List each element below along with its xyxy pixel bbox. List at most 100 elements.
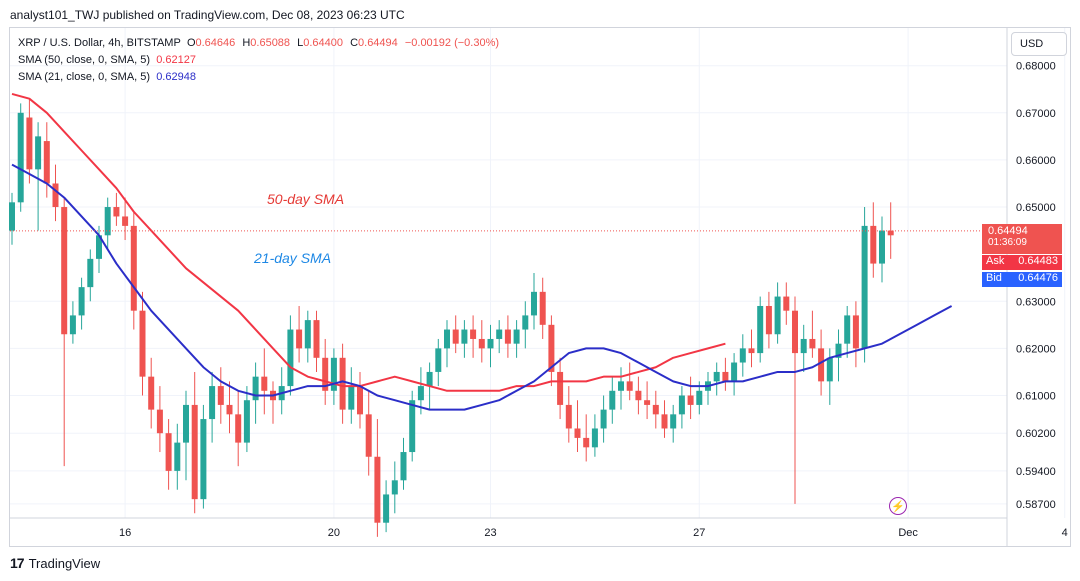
- candle-body: [200, 419, 207, 500]
- y-tick-label: 0.58700: [1016, 499, 1056, 511]
- y-tick-label: 0.67000: [1016, 108, 1056, 120]
- candle-body: [191, 404, 198, 500]
- candle-body: [87, 258, 94, 288]
- candle-body: [548, 324, 555, 372]
- chart-frame: [9, 27, 1071, 547]
- tradingview-mark-icon: 17: [10, 555, 25, 571]
- candle-body: [687, 395, 694, 405]
- sma50-annotation: 50-day SMA: [267, 191, 345, 207]
- sma21-annotation: 21-day SMA: [254, 250, 332, 266]
- candle-body: [522, 315, 529, 330]
- candle-body: [635, 390, 642, 401]
- sma50-legend-row[interactable]: SMA (50, close, 0, SMA, 5) 0.62127: [18, 52, 499, 69]
- symbol-label[interactable]: XRP / U.S. Dollar, 4h, BITSTAMP: [18, 37, 181, 49]
- candle-body: [209, 386, 216, 420]
- sma21-label: SMA (21, close, 0, SMA, 5): [18, 71, 151, 83]
- candle-body: [9, 202, 15, 231]
- candle-body: [504, 329, 511, 344]
- candle-body: [757, 305, 764, 354]
- candle-body: [887, 230, 894, 236]
- candle-body: [287, 329, 294, 387]
- x-tick-label: 20: [328, 527, 340, 539]
- sma50-label: SMA (50, close, 0, SMA, 5): [18, 54, 151, 66]
- candle-body: [383, 494, 390, 523]
- candle-body: [461, 329, 468, 344]
- candle-body: [409, 400, 416, 453]
- candle-body: [365, 414, 372, 457]
- countdown-value: 01:36:09: [988, 237, 1027, 248]
- candle-body: [26, 117, 33, 170]
- bid-tag: Bid 0.64476: [982, 272, 1062, 287]
- close-label: C: [350, 37, 359, 49]
- bid-label: Bid: [986, 272, 1002, 284]
- candle-body: [444, 329, 450, 349]
- candle-body: [78, 287, 85, 316]
- candle-body: [774, 296, 781, 335]
- candle-body: [139, 310, 146, 377]
- lightning-icon[interactable]: ⚡: [889, 497, 907, 515]
- low-value: 0.64400: [303, 37, 343, 49]
- x-tick-label: 16: [119, 527, 131, 539]
- candle-body: [618, 381, 624, 391]
- candle-body: [557, 371, 564, 405]
- candle-body: [156, 409, 163, 434]
- candle-body: [478, 338, 485, 349]
- brand-name: TradingView: [28, 555, 101, 571]
- candle-body: [43, 141, 50, 184]
- open-value: 0.64646: [195, 37, 236, 49]
- candle-body: [104, 207, 111, 236]
- candle-body: [670, 414, 677, 429]
- y-tick-label: 0.62000: [1016, 343, 1056, 355]
- sma21-value: 0.62948: [156, 71, 196, 83]
- candle-body: [35, 136, 42, 170]
- candle-body: [800, 338, 807, 354]
- sma50-value: 0.62127: [156, 54, 196, 66]
- y-tick-label: 0.61000: [1016, 391, 1056, 403]
- sma21-legend-row[interactable]: SMA (21, close, 0, SMA, 5) 0.62948: [18, 69, 499, 86]
- y-tick-label: 0.65000: [1016, 202, 1056, 214]
- candle-body: [565, 404, 572, 429]
- candle-body: [374, 456, 381, 523]
- candle-body: [852, 315, 859, 349]
- candle-body: [435, 348, 442, 372]
- close-value: 0.64494: [358, 37, 398, 49]
- candle-body: [652, 404, 659, 415]
- candle-body: [792, 310, 798, 354]
- candle-body: [722, 371, 729, 382]
- symbol-ohlc-row: XRP / U.S. Dollar, 4h, BITSTAMP O0.64646…: [18, 35, 499, 52]
- tradingview-logo[interactable]: 17 TradingView: [10, 555, 100, 571]
- open-label: O: [186, 37, 196, 49]
- publisher-header: analyst101_TWJ published on TradingView.…: [10, 8, 405, 22]
- candle-body: [713, 371, 720, 382]
- ask-tag: Ask 0.64483: [982, 255, 1062, 270]
- candle-body: [217, 386, 224, 405]
- candle-body: [748, 348, 755, 354]
- candle-body: [644, 400, 651, 405]
- y-tick-label: 0.59400: [1016, 466, 1056, 478]
- currency-button[interactable]: USD: [1011, 32, 1067, 56]
- change-value: −0.00192 (−0.30%): [404, 37, 500, 49]
- candle-body: [574, 428, 581, 438]
- candle-body: [591, 428, 598, 448]
- candle-body: [835, 343, 842, 358]
- x-tick-label: 23: [484, 527, 496, 539]
- sma21-line: [11, 163, 953, 411]
- candle-body: [252, 376, 259, 401]
- high-label: H: [242, 37, 251, 49]
- candle-body: [765, 305, 772, 335]
- candle-body: [235, 414, 242, 443]
- y-tick-label: 0.63000: [1016, 296, 1056, 308]
- candle-body: [226, 404, 233, 415]
- candle-body: [417, 386, 424, 401]
- last-price-value: 0.64494: [988, 225, 1028, 237]
- candle-body: [296, 329, 303, 349]
- candle-body: [470, 329, 477, 339]
- y-tick-label: 0.60200: [1016, 428, 1056, 440]
- candle-body: [348, 386, 355, 410]
- x-tick-label: 27: [693, 527, 705, 539]
- candle-body: [183, 404, 189, 443]
- candle-body: [243, 400, 250, 443]
- candle-body: [17, 112, 24, 203]
- candle-body: [165, 433, 172, 471]
